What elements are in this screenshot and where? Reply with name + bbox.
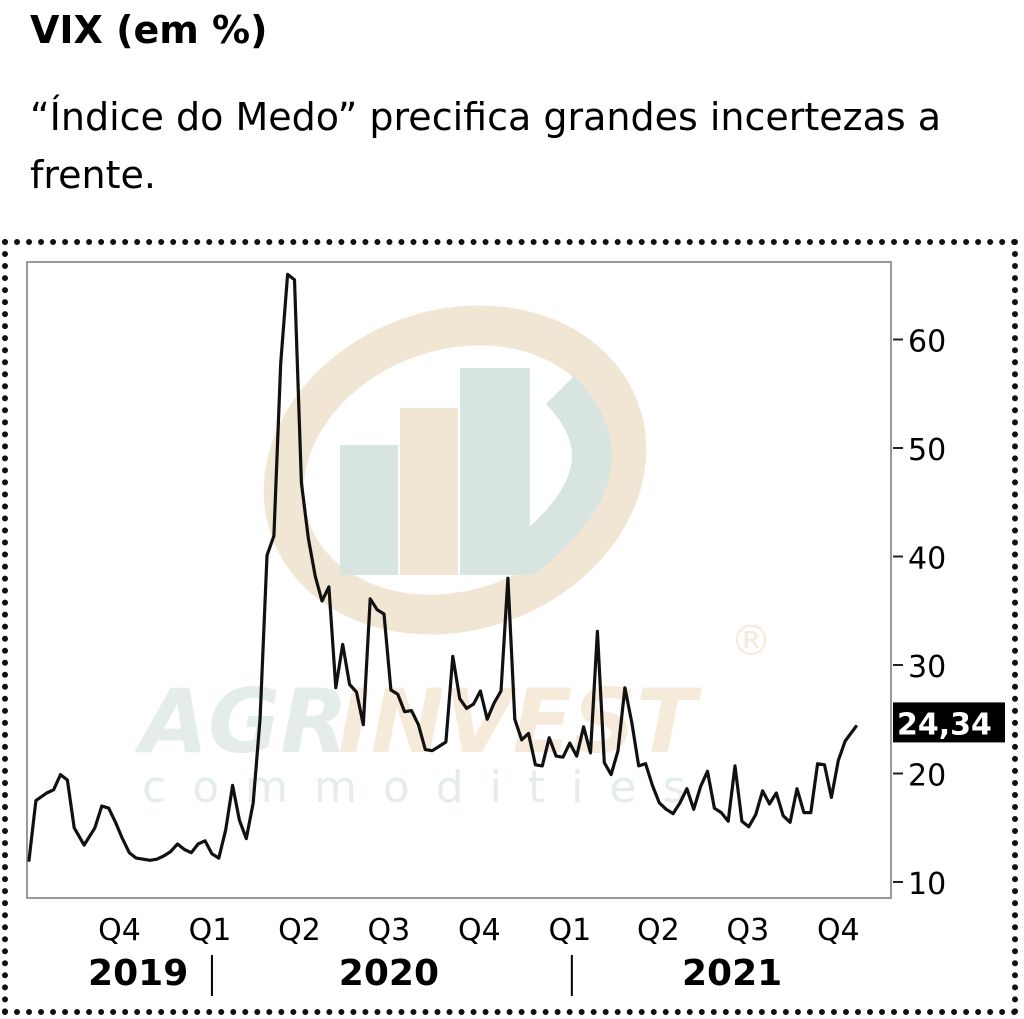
watermark-brand-a: AGR [134, 670, 348, 773]
x-year-label: 2021 [682, 953, 782, 994]
watermark-brand-b: INVEST [338, 670, 702, 773]
last-value-label: 24,34 [897, 707, 992, 742]
x-tick-label: Q2 [637, 913, 680, 948]
y-tick-label: 40 [908, 542, 946, 577]
chart-title: VIX (em %) [30, 8, 268, 52]
y-tick-label: 50 [908, 433, 946, 468]
x-tick-label: Q2 [278, 913, 321, 948]
x-year-label: 2020 [339, 953, 439, 994]
watermark-brand-c: commodities [142, 762, 711, 813]
last-value-marker: 24,34 [893, 702, 1005, 743]
x-year-label: 2019 [88, 953, 188, 994]
y-tick-label: 30 [908, 650, 946, 685]
watermark-logo: AGR INVEST commodities ® [134, 305, 772, 813]
y-tick-label: 20 [908, 759, 946, 794]
x-axis: Q4 Q1 Q2 Q3 Q4 Q1 Q2 Q3 Q4 2019 2020 2021 [88, 913, 860, 996]
x-tick-label: Q4 [458, 913, 501, 948]
y-tick-label: 10 [908, 867, 946, 902]
chart-frame [2, 239, 1018, 1015]
x-tick-label: Q1 [548, 913, 591, 948]
x-tick-label: Q4 [98, 913, 141, 948]
y-axis: 10 20 30 40 50 60 [893, 325, 946, 902]
watermark-registered-mark: ® [730, 616, 772, 665]
series-layer [27, 272, 858, 862]
plot-area [26, 261, 892, 899]
x-tick-label: Q4 [817, 913, 860, 948]
x-tick-label: Q3 [368, 913, 411, 948]
x-tick-label: Q3 [726, 913, 769, 948]
y-tick-label: 60 [908, 325, 946, 360]
x-tick-label: Q1 [189, 913, 232, 948]
last-value-badge [893, 702, 1005, 743]
chart-subtitle: “Índice do Medo” precifica grandes incer… [30, 95, 942, 197]
